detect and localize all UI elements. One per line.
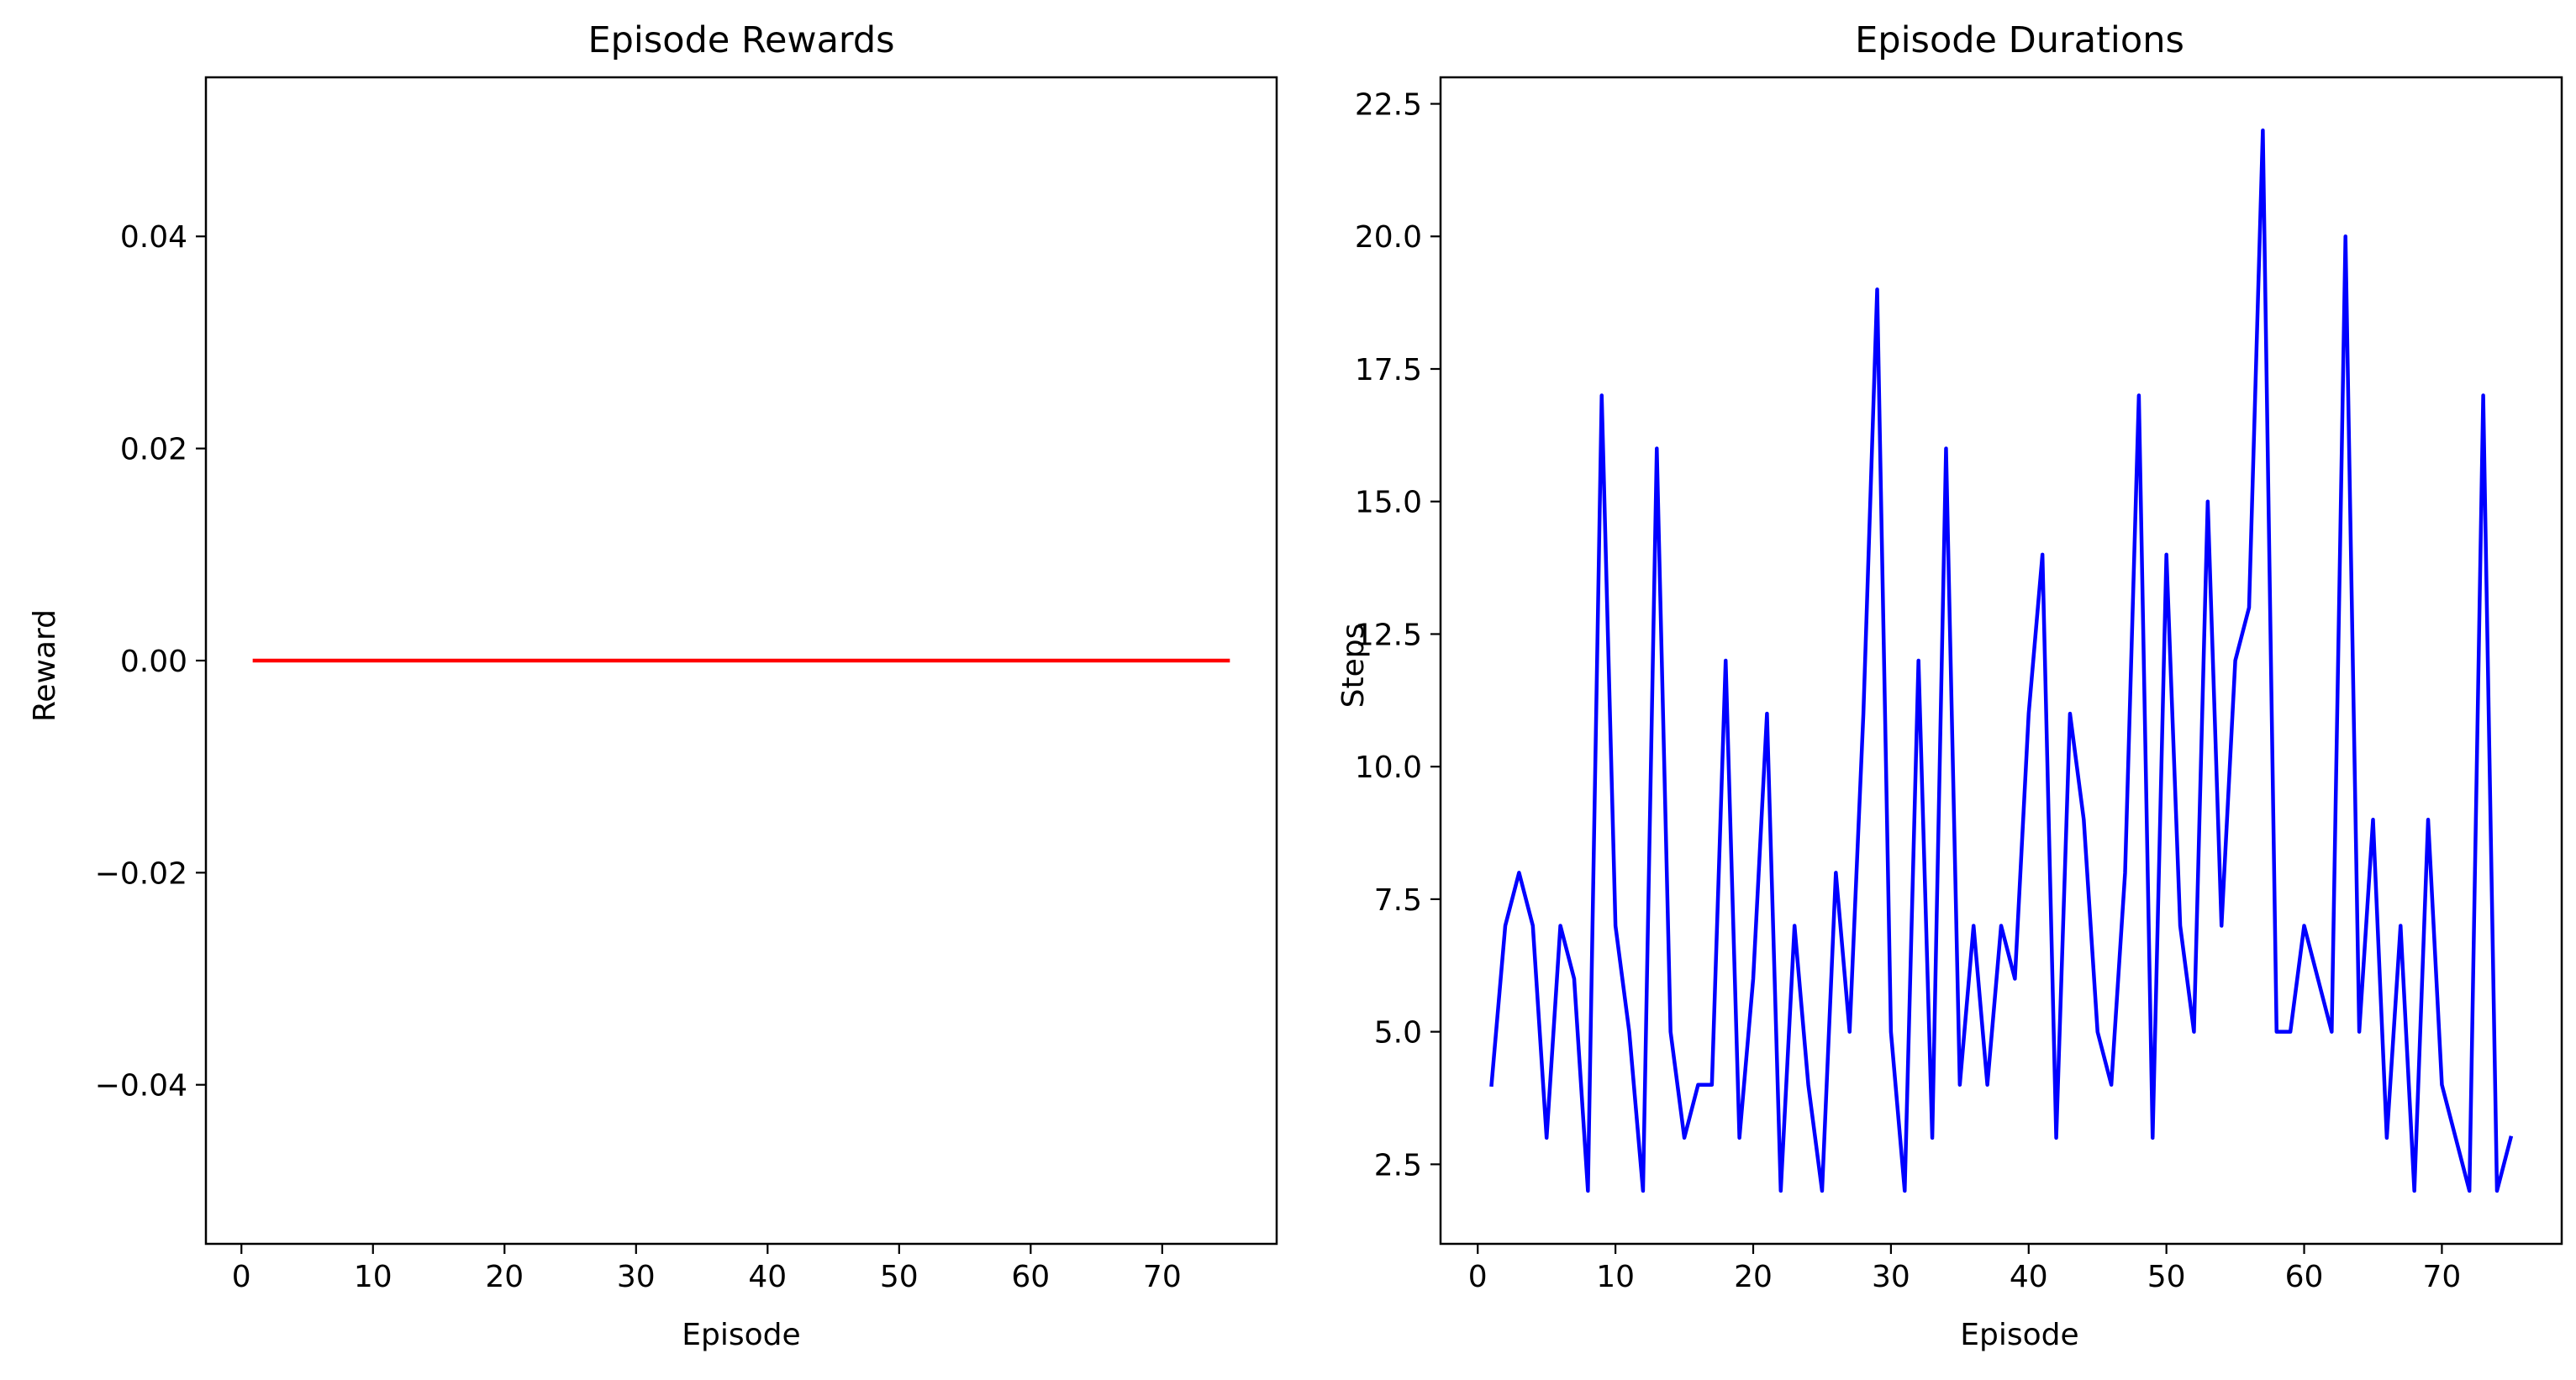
durations-x-tick-label: 30	[1872, 1260, 1910, 1294]
rewards-y-ticks: −0.04 −0.02 0.00 0.02 0.04	[95, 220, 206, 1103]
rewards-chart: Episode Rewards Episode Reward 0 10 20 30 40…	[28, 19, 1278, 1352]
durations-y-tick-label: 12.5	[1355, 618, 1422, 652]
durations-x-tick-label: 60	[2285, 1260, 2324, 1294]
rewards-x-tick-label: 50	[880, 1260, 919, 1294]
durations-y-tick-label: 7.5	[1374, 883, 1422, 918]
rewards-x-tick-label: 10	[354, 1260, 392, 1294]
durations-plot-frame	[1439, 76, 2563, 1246]
rewards-y-axis-label: Reward	[28, 609, 62, 722]
durations-chart: Episode Durations Episode Steps 0 10 20 30 4…	[1336, 19, 2563, 1352]
rewards-x-axis-label: Episode	[682, 1318, 800, 1352]
rewards-x-ticks: 0 10 20 30 40 50 60 70	[232, 1244, 1182, 1294]
rewards-y-tick-label: −0.04	[95, 1069, 187, 1103]
durations-x-tick-label: 50	[2147, 1260, 2186, 1294]
durations-series	[1489, 128, 2514, 1193]
durations-chart-title: Episode Durations	[1855, 19, 2184, 61]
durations-x-ticks: 0 10 20 30 40 50 60 70	[1468, 1244, 2462, 1294]
durations-y-tick-label: 15.0	[1355, 486, 1422, 520]
durations-x-tick-label: 20	[1734, 1260, 1773, 1294]
durations-y-tick-label: 10.0	[1355, 751, 1422, 785]
durations-y-ticks: 2.5 5.0 7.5 10.0 12.5 15.0 17.5 20.0 22.5	[1355, 88, 1441, 1182]
rewards-y-tick-label: 0.02	[120, 433, 187, 467]
durations-y-tick-label: 17.5	[1355, 353, 1422, 387]
durations-y-tick-label: 22.5	[1355, 88, 1422, 123]
durations-y-axis-label: Steps	[1336, 624, 1371, 708]
durations-x-tick-label: 10	[1596, 1260, 1635, 1294]
durations-y-tick-label: 20.0	[1355, 220, 1422, 255]
rewards-x-tick-label: 70	[1143, 1260, 1182, 1294]
durations-x-tick-label: 70	[2423, 1260, 2462, 1294]
durations-x-tick-label: 0	[1468, 1260, 1488, 1294]
durations-line	[1489, 128, 2514, 1193]
durations-x-tick-label: 40	[2010, 1260, 2048, 1294]
rewards-y-tick-label: 0.04	[120, 220, 187, 255]
rewards-x-tick-label: 20	[485, 1260, 524, 1294]
rewards-x-tick-label: 30	[617, 1260, 656, 1294]
rewards-y-tick-label: 0.00	[120, 645, 187, 679]
rewards-chart-title: Episode Rewards	[587, 19, 894, 61]
durations-x-axis-label: Episode	[1960, 1318, 2078, 1352]
rewards-x-tick-label: 0	[232, 1260, 251, 1294]
durations-y-tick-label: 2.5	[1374, 1148, 1422, 1182]
rewards-x-tick-label: 40	[748, 1260, 787, 1294]
rewards-plot-frame	[204, 76, 1278, 1246]
rewards-x-tick-label: 60	[1011, 1260, 1050, 1294]
rewards-y-tick-label: −0.02	[95, 856, 187, 891]
durations-y-tick-label: 5.0	[1374, 1016, 1422, 1051]
